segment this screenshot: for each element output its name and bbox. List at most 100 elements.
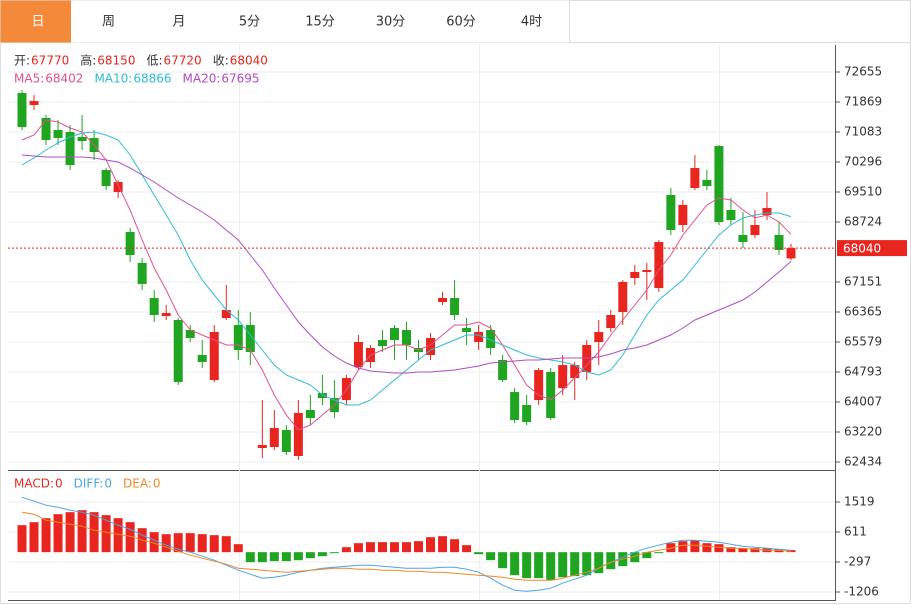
macd-bar <box>269 552 279 562</box>
macd-bar <box>474 552 484 555</box>
tab[interactable]: 周 <box>71 0 147 43</box>
candle-body <box>197 355 207 362</box>
macd-bar <box>173 533 183 553</box>
candle-body <box>65 131 75 165</box>
tab[interactable]: 60分 <box>423 0 500 43</box>
macd-bar <box>197 534 207 553</box>
candle-body <box>137 262 147 284</box>
macd-bar <box>510 552 520 576</box>
candle-body <box>450 298 460 316</box>
candle-body <box>389 328 399 341</box>
candle-body <box>233 325 243 351</box>
macd-bar <box>606 552 616 570</box>
y-tick-label: 70296 <box>844 155 882 169</box>
macd-bar <box>209 535 219 553</box>
tab[interactable]: 15分 <box>282 0 359 43</box>
tab[interactable]: 日 <box>0 0 77 43</box>
macd-bar <box>498 552 508 569</box>
macd-bar <box>77 510 87 553</box>
candle-body <box>762 207 772 216</box>
candle-body <box>558 365 568 389</box>
macd-bar <box>293 552 303 561</box>
last-price-label: 68040 <box>843 242 881 256</box>
candle-body <box>642 269 652 272</box>
macd-bar <box>546 552 556 581</box>
macd-bar <box>233 544 243 553</box>
macd-bar <box>558 552 568 578</box>
tab-bg <box>212 0 287 43</box>
candle-body <box>353 341 363 368</box>
macd-bar <box>570 552 580 577</box>
candle-body <box>41 117 51 141</box>
legend-text: MA5: <box>14 72 44 86</box>
legend-text: 67720 <box>164 54 202 68</box>
tab-label: 5分 <box>239 15 260 30</box>
candle-body <box>594 331 604 342</box>
tab-label: 30分 <box>376 15 406 30</box>
legend-text: MA20: <box>183 72 221 86</box>
candle-body <box>546 372 556 419</box>
tab[interactable]: 4时 <box>494 0 570 43</box>
candle-body <box>666 194 676 231</box>
macd-bar <box>486 552 496 561</box>
macd-bar <box>678 541 688 553</box>
macd-bar <box>17 525 27 553</box>
legend-text: 收: <box>213 54 229 68</box>
macd-bar <box>185 533 195 553</box>
y-tick-label: 62434 <box>844 454 882 468</box>
tab-bg <box>0 0 76 43</box>
candle-body <box>510 392 520 421</box>
legend-text: DEA: <box>123 477 152 491</box>
macd-bar <box>726 547 736 553</box>
candle-body <box>161 313 171 317</box>
candle-body <box>29 101 39 106</box>
candle-body <box>402 330 411 346</box>
legend-text: DIFF: <box>74 477 104 491</box>
macd-bar <box>125 522 135 553</box>
candle-body <box>149 298 159 316</box>
macd-bar <box>426 537 436 553</box>
tab[interactable]: 5分 <box>212 0 288 43</box>
ma-line <box>21 131 792 406</box>
candle-body <box>462 328 472 332</box>
candle-body <box>426 338 436 356</box>
legend-text: 67695 <box>221 72 259 86</box>
ma-line <box>21 119 792 431</box>
macd-bar <box>738 548 748 553</box>
macd-bar <box>450 539 460 553</box>
candle-body <box>678 204 688 226</box>
tab[interactable]: 月 <box>141 0 218 43</box>
candle-body <box>438 298 448 303</box>
macd-bar <box>582 552 592 576</box>
macd-bar <box>101 515 111 553</box>
legend-text: MACD: <box>14 477 54 491</box>
macd-bar <box>702 543 712 553</box>
tab-label: 60分 <box>446 15 476 30</box>
candle-body <box>702 179 712 187</box>
macd-bar <box>690 540 700 553</box>
candle-body <box>750 225 760 236</box>
macd-bar <box>365 542 375 553</box>
last-price-tag <box>837 240 907 257</box>
candle-body <box>257 445 267 449</box>
candle-body <box>173 320 183 383</box>
legend-text: 68150 <box>97 54 135 68</box>
ma-line <box>21 154 792 374</box>
y-tick-label: 66365 <box>844 305 882 319</box>
tab-bg <box>494 0 569 43</box>
legend-text: 高: <box>80 53 96 68</box>
candle-body <box>606 315 616 329</box>
y-tick-label: 64007 <box>844 394 882 408</box>
legend-text: 68040 <box>230 54 268 68</box>
macd-line <box>21 496 792 592</box>
tab[interactable]: 30分 <box>353 0 429 43</box>
macd-bar <box>630 552 640 563</box>
macd-bar <box>341 547 351 553</box>
candle-body <box>53 130 63 139</box>
macd-bar <box>642 552 652 559</box>
macd-bar <box>149 532 159 553</box>
macd-bar <box>654 552 664 554</box>
macd-bar <box>389 542 399 553</box>
macd-bar <box>89 512 99 553</box>
